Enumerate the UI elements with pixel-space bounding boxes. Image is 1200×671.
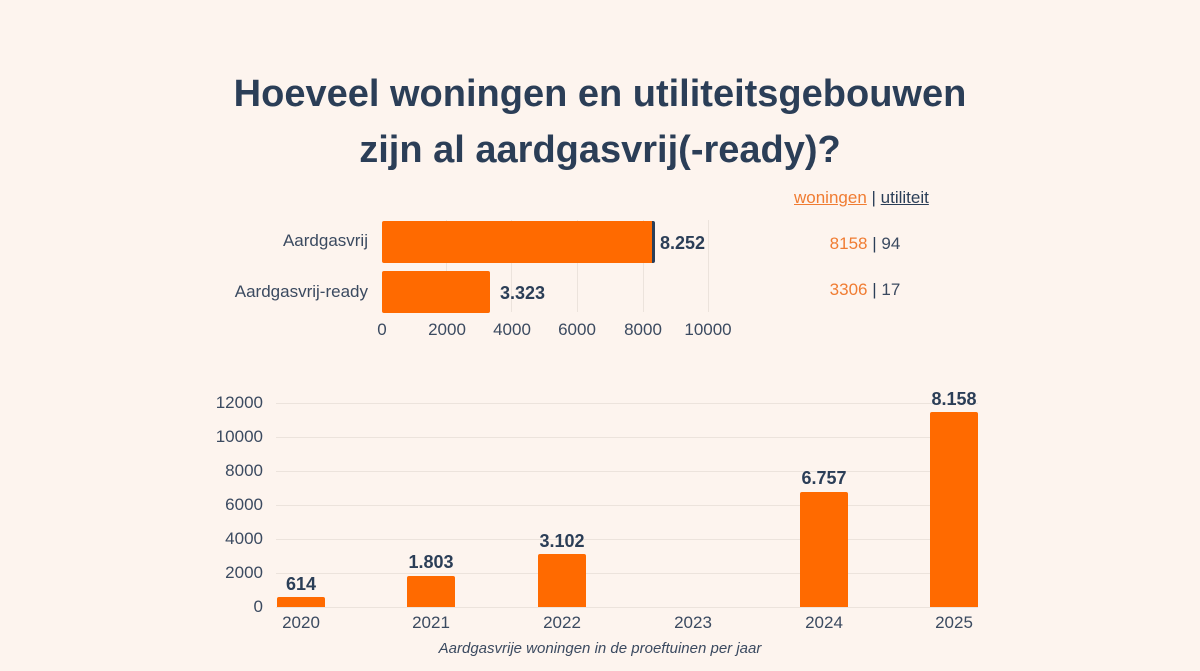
bar-value: 3.323 bbox=[500, 283, 546, 303]
y-tick: 10000 bbox=[215, 427, 263, 446]
bar-2020 bbox=[277, 597, 325, 607]
bar-value: 6.757 bbox=[801, 468, 847, 488]
x-tick: 0 bbox=[377, 320, 387, 339]
x-tick: 4000 bbox=[493, 320, 531, 339]
x-tick: 2020 bbox=[282, 613, 320, 632]
x-tick: 2021 bbox=[412, 613, 450, 632]
title-line-2: zijn al aardgasvrij(-ready)? bbox=[359, 129, 841, 171]
x-tick: 2025 bbox=[935, 613, 973, 632]
bar-value: 614 bbox=[285, 574, 317, 594]
bar-value: 8.158 bbox=[931, 389, 977, 409]
utiliteit-value: 17 bbox=[881, 280, 901, 299]
bar-value: 8.252 bbox=[660, 233, 706, 253]
gridline bbox=[708, 220, 709, 312]
x-tick: 2022 bbox=[543, 613, 581, 632]
gridline bbox=[276, 539, 978, 540]
legend-utiliteit-link[interactable]: utiliteit bbox=[880, 188, 929, 207]
title-line-1: Hoeveel woningen en utiliteitsgebouwen bbox=[233, 73, 967, 115]
bar-aardgasvrij bbox=[382, 221, 655, 263]
y-tick: 12000 bbox=[215, 393, 263, 412]
y-tick: 0 bbox=[253, 597, 263, 616]
x-tick: 2000 bbox=[428, 320, 466, 339]
legend-woningen-link[interactable]: woningen bbox=[794, 188, 867, 207]
y-tick: 8000 bbox=[225, 461, 263, 480]
legend-separator: | bbox=[871, 188, 876, 207]
y-tick: 4000 bbox=[225, 529, 263, 548]
separator: | bbox=[872, 234, 877, 253]
utiliteit-value: 94 bbox=[881, 234, 901, 253]
bar-value: 3.102 bbox=[539, 531, 585, 551]
woningen-value: 3306 bbox=[829, 280, 868, 299]
bar-2024 bbox=[800, 492, 848, 607]
gridline bbox=[276, 471, 978, 472]
x-tick: 10000 bbox=[684, 320, 732, 339]
gridline bbox=[276, 607, 978, 608]
breakdown-row: 8158 | 94 bbox=[780, 234, 950, 254]
bar-2021 bbox=[407, 576, 455, 607]
bar-aardgasvrij-ready bbox=[382, 271, 490, 313]
y-tick: 2000 bbox=[225, 563, 263, 582]
gridline bbox=[446, 220, 447, 312]
separator: | bbox=[872, 280, 877, 299]
gridline bbox=[643, 220, 644, 312]
gridline bbox=[276, 505, 978, 506]
x-tick: 2024 bbox=[805, 613, 843, 632]
legend: woningen | utiliteit bbox=[794, 188, 929, 208]
chart-title: Hoeveel woningen en utiliteitsgebouwen z… bbox=[0, 66, 1200, 178]
bar-2025 bbox=[930, 412, 978, 607]
y-tick: 6000 bbox=[225, 495, 263, 514]
gridline bbox=[276, 573, 978, 574]
gridline bbox=[577, 220, 578, 312]
gridline bbox=[276, 403, 978, 404]
category-label: Aardgasvrij-ready bbox=[234, 282, 368, 301]
category-label: Aardgasvrij bbox=[282, 231, 368, 250]
bar-2022 bbox=[538, 554, 586, 607]
x-tick: 2023 bbox=[674, 613, 712, 632]
bar-value: 1.803 bbox=[408, 552, 454, 572]
breakdown-row: 3306 | 17 bbox=[780, 280, 950, 300]
chart-caption: Aardgasvrije woningen in de proeftuinen … bbox=[438, 640, 762, 657]
x-tick: 8000 bbox=[624, 320, 662, 339]
woningen-value: 8158 bbox=[829, 234, 868, 253]
gridline bbox=[276, 437, 978, 438]
gridline bbox=[511, 220, 512, 312]
x-tick: 6000 bbox=[558, 320, 596, 339]
